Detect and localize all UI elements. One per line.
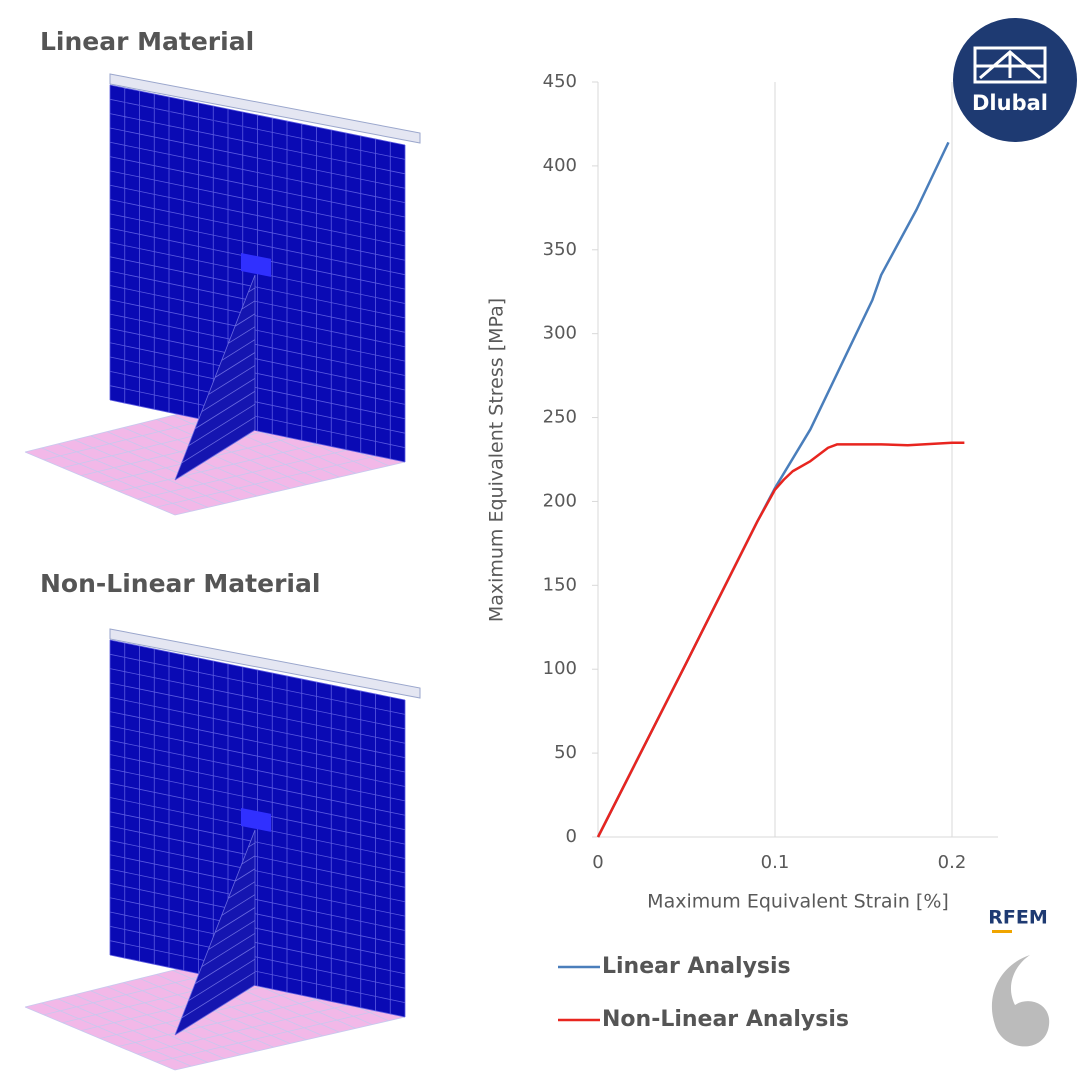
dlubal-logo: Dlubal bbox=[953, 18, 1077, 142]
product-underline bbox=[992, 930, 1012, 933]
x-tick-label: 0.1 bbox=[761, 852, 790, 873]
fe-model bbox=[24, 628, 421, 1071]
y-tick-label: 100 bbox=[543, 658, 577, 679]
y-tick-label: 400 bbox=[543, 155, 577, 176]
y-tick-label: 300 bbox=[543, 323, 577, 344]
y-tick-label: 350 bbox=[543, 239, 577, 260]
legend-label: Non-Linear Analysis bbox=[602, 1007, 849, 1032]
hotspot bbox=[241, 808, 271, 832]
gusset-mesh bbox=[174, 829, 256, 1036]
models bbox=[24, 73, 421, 1071]
hotspot bbox=[241, 253, 271, 277]
data-line bbox=[596, 441, 965, 838]
chart: 0 50 100 150 200 250 300 350 400 450 0 0.1 0.2 Maximu… bbox=[486, 71, 998, 1032]
legend-label: Linear Analysis bbox=[602, 954, 791, 979]
panel-title: Non-Linear Material bbox=[40, 569, 320, 598]
y-tick-label: 200 bbox=[543, 490, 577, 511]
x-axis-title: Maximum Equivalent Strain [%] bbox=[647, 891, 949, 913]
panel-title: Linear Material bbox=[40, 27, 254, 56]
y-tick-label: 50 bbox=[554, 742, 577, 763]
rfem-logo: RFEM bbox=[988, 907, 1050, 1047]
x-tick-label: 0 bbox=[592, 852, 603, 873]
six-icon bbox=[991, 955, 1050, 1047]
fe-model bbox=[24, 73, 421, 516]
logo-text: Dlubal bbox=[972, 91, 1048, 115]
load-beam bbox=[109, 628, 421, 699]
logo-icon bbox=[973, 46, 1047, 84]
y-tick-label: 0 bbox=[566, 826, 577, 847]
load-beam bbox=[109, 73, 421, 144]
y-axis-title: Maximum Equivalent Stress [MPa] bbox=[486, 298, 508, 622]
y-tick-label: 250 bbox=[543, 407, 577, 428]
y-tick-label: 150 bbox=[543, 574, 577, 595]
y-tick-label: 450 bbox=[543, 71, 577, 92]
logo-circle bbox=[953, 18, 1077, 142]
gusset-mesh bbox=[174, 274, 256, 481]
x-tick-label: 0.2 bbox=[938, 852, 967, 873]
product-text: RFEM bbox=[988, 907, 1048, 929]
